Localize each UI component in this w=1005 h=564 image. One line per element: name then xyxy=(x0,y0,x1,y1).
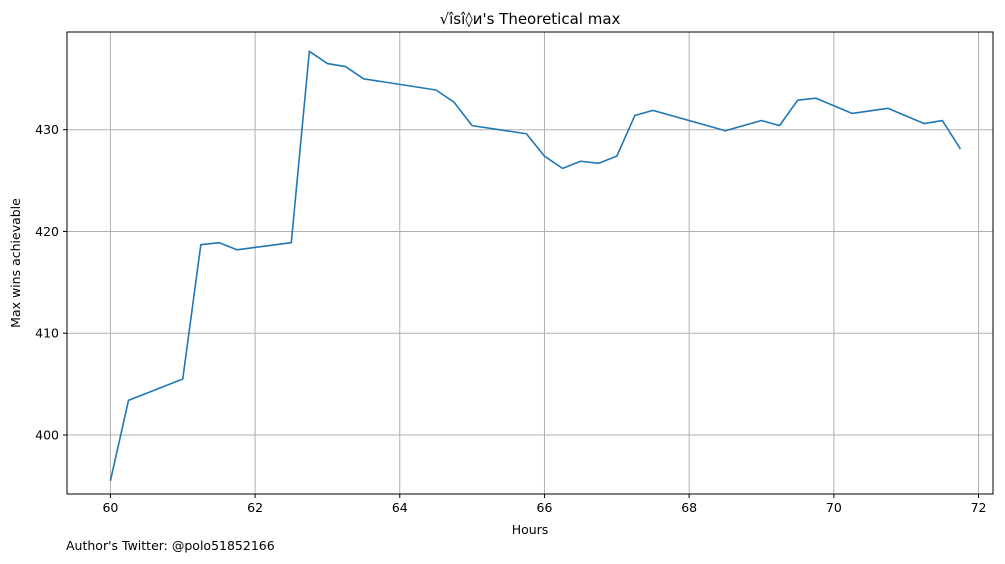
y-axis-label: Max wins achievable xyxy=(8,198,23,328)
x-tick-label: 62 xyxy=(247,500,263,515)
y-tick-label: 410 xyxy=(35,326,59,341)
author-credit: Author's Twitter: @polo51852166 xyxy=(66,538,275,553)
series xyxy=(109,50,962,481)
y-axis-ticks: 400 410 420 430 xyxy=(35,122,67,442)
y-tick-label: 400 xyxy=(35,427,59,442)
x-tick-label: 70 xyxy=(826,500,842,515)
x-axis-ticks: 60 62 64 66 68 70 72 xyxy=(102,494,986,515)
grid xyxy=(67,32,993,494)
x-tick-label: 68 xyxy=(681,500,697,515)
x-axis-label: Hours xyxy=(512,522,549,537)
plot-frame xyxy=(66,31,994,495)
x-tick-label: 66 xyxy=(537,500,553,515)
x-tick-label: 64 xyxy=(392,500,408,515)
y-tick-label: 420 xyxy=(35,224,59,239)
chart-title: √îsî◊и's Theoretical max xyxy=(440,10,621,28)
x-tick-label: 60 xyxy=(102,500,118,515)
series-line xyxy=(109,50,962,481)
y-tick-label: 430 xyxy=(35,122,59,137)
x-tick-label: 72 xyxy=(971,500,987,515)
